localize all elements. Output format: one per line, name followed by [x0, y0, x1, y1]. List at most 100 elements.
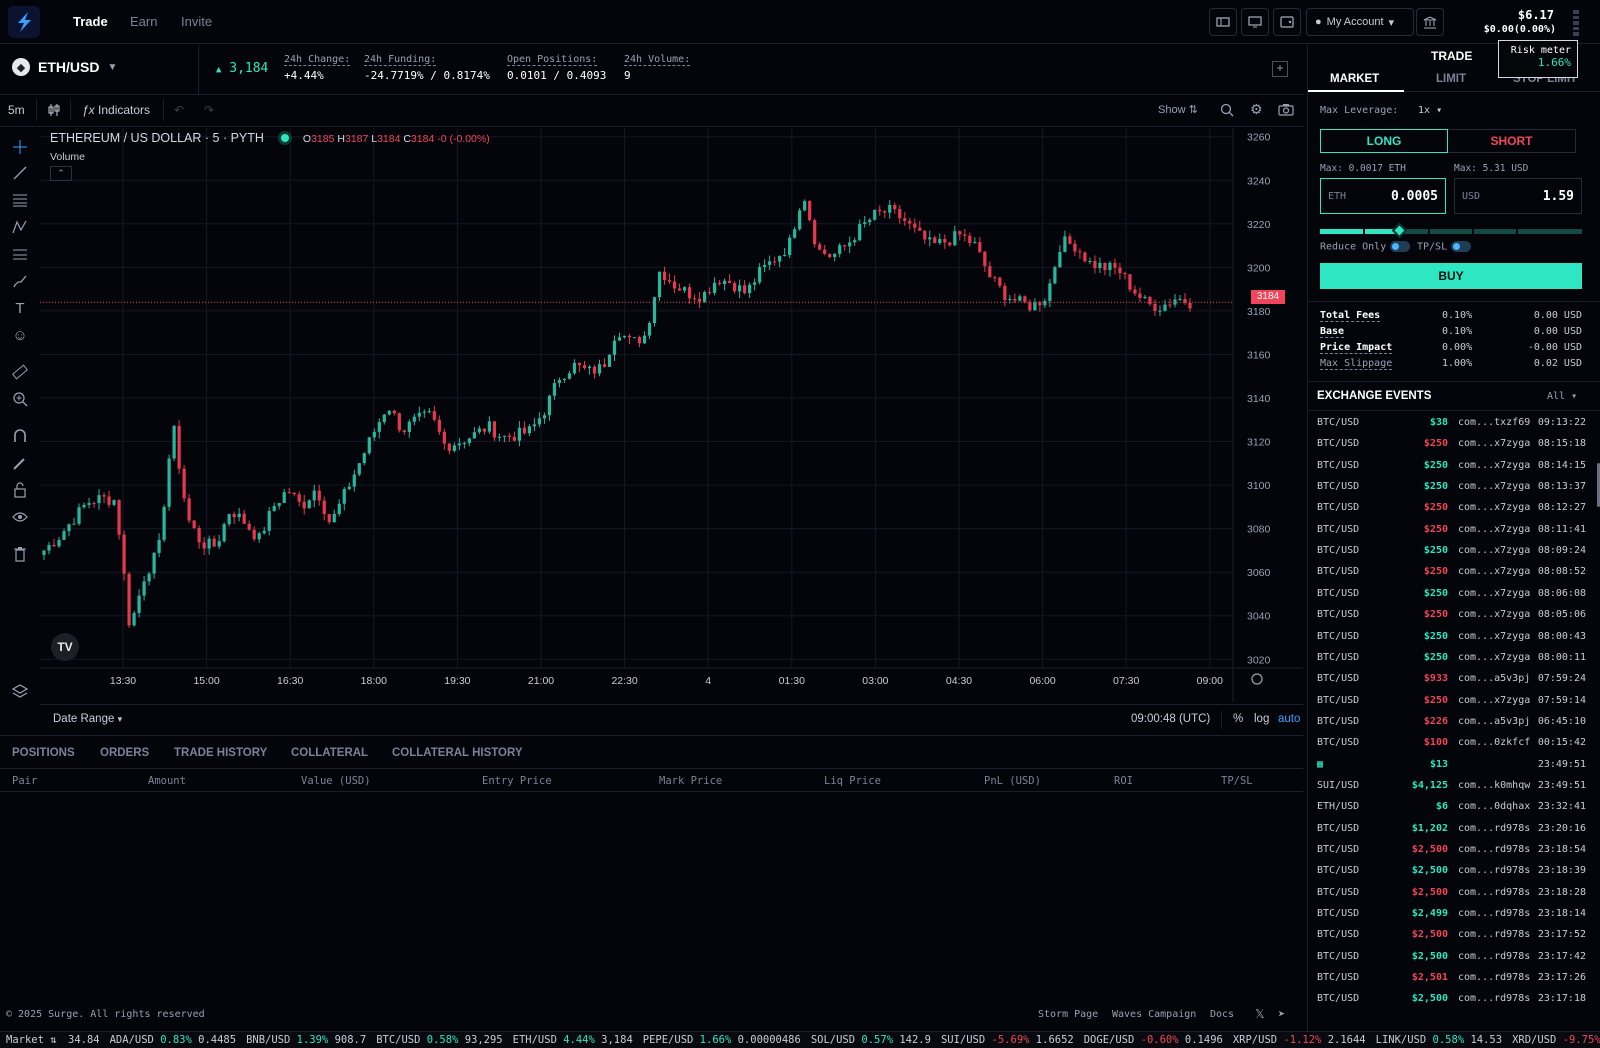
exchange-events-list[interactable]: BTC/USD $38 com...txzf69 09:13:22 BTC/USD $25… — [1308, 413, 1600, 1031]
risk-meter-bars[interactable] — [1573, 10, 1579, 36]
ticker-item[interactable]: XRD/USD -9.75% 0.00189 — [1512, 1034, 1600, 1046]
tradingview-logo-icon[interactable]: TV — [51, 633, 79, 661]
col-pnl[interactable]: PnL (USD) — [984, 775, 1041, 787]
ticker-item[interactable]: DOGE/USD -0.60% 0.1496 — [1084, 1034, 1223, 1046]
event-row[interactable]: ▦ $13 23:49:51 — [1308, 755, 1594, 776]
settings-gear-icon[interactable]: ⚙ — [1250, 101, 1263, 117]
account-dropdown[interactable]: ● My Account ▾ — [1306, 8, 1414, 36]
collapse-legend-icon[interactable]: ⌃ — [50, 166, 72, 181]
toggle-switch-icon[interactable] — [1390, 241, 1411, 252]
footer-link-waves[interactable]: Waves Campaign — [1112, 1009, 1197, 1020]
tab-trade-history[interactable]: TRADE HISTORY — [174, 747, 268, 759]
text-tool-icon[interactable]: T — [15, 299, 25, 317]
camera-icon[interactable] — [1278, 103, 1294, 119]
pencil-lock-icon[interactable] — [9, 452, 31, 474]
ticker-item[interactable]: PEPE/USD 1.66% 0.00000486 — [643, 1034, 801, 1046]
event-row[interactable]: BTC/USD $250 com...x7zyga 08:11:41 — [1308, 520, 1594, 541]
monitor-icon[interactable] — [1241, 8, 1269, 36]
col-amount[interactable]: Amount — [148, 775, 186, 787]
event-row[interactable]: SUI/USD $4,125 com...k0mhqw 23:49:51 — [1308, 776, 1594, 797]
lock-icon[interactable] — [9, 479, 31, 501]
redo-icon[interactable]: ↷ — [204, 103, 215, 117]
auto-scale-toggle[interactable]: auto — [1278, 713, 1301, 725]
event-row[interactable]: BTC/USD $2,500 com...rd978s 23:18:39 — [1308, 861, 1594, 882]
long-button[interactable]: LONG — [1320, 129, 1448, 153]
log-scale-toggle[interactable]: log — [1254, 713, 1270, 725]
reduce-only-toggle[interactable]: Reduce Only — [1320, 241, 1411, 253]
emoji-icon[interactable]: ☺ — [12, 326, 28, 344]
ticker-item[interactable]: LINK/USD 0.58% 14.53 — [1376, 1034, 1502, 1046]
layers-icon[interactable] — [9, 680, 31, 702]
ticker-item[interactable]: XRP/USD -1.12% 2.1644 — [1233, 1034, 1366, 1046]
zoom-in-icon[interactable] — [9, 388, 31, 410]
magnet-icon[interactable] — [9, 425, 31, 447]
event-row[interactable]: BTC/USD $1,202 com...rd978s 23:20:16 — [1308, 819, 1594, 840]
col-liq-price[interactable]: Liq Price — [824, 775, 881, 787]
event-row[interactable]: BTC/USD $250 com...x7zyga 08:00:43 — [1308, 627, 1594, 648]
brush-icon[interactable] — [9, 270, 31, 292]
event-row[interactable]: BTC/USD $250 com...x7zyga 08:06:08 — [1308, 584, 1594, 605]
footer-link-docs[interactable]: Docs — [1210, 1009, 1235, 1020]
tab-collateral-history[interactable]: COLLATERAL HISTORY — [392, 747, 523, 759]
col-entry-price[interactable]: Entry Price — [482, 775, 552, 787]
ticker-item[interactable]: 34.84 — [68, 1034, 100, 1046]
nav-earn[interactable]: Earn — [130, 14, 158, 29]
trash-icon[interactable] — [9, 543, 31, 565]
date-range-button[interactable]: Date Range ▾ — [53, 713, 122, 725]
tab-limit[interactable]: LIMIT — [1436, 73, 1467, 85]
event-row[interactable]: BTC/USD $250 com...x7zyga 08:15:18 — [1308, 434, 1594, 455]
event-row[interactable]: BTC/USD $250 com...x7zyga 08:09:24 — [1308, 541, 1594, 562]
tab-collateral[interactable]: COLLATERAL — [291, 747, 369, 759]
col-value[interactable]: Value (USD) — [301, 775, 371, 787]
event-row[interactable]: BTC/USD $250 com...x7zyga 07:59:14 — [1308, 691, 1594, 712]
col-mark-price[interactable]: Mark Price — [659, 775, 723, 787]
ticker-item[interactable]: SOL/USD 0.57% 142.9 — [811, 1034, 931, 1046]
eth-amount-field[interactable]: ETH 0.0005 — [1320, 178, 1446, 214]
pair-selector[interactable]: ◆ ETH/USD ▼ — [12, 58, 117, 76]
fib-icon[interactable] — [9, 243, 31, 265]
x-twitter-icon[interactable]: 𝕏 — [1255, 1007, 1265, 1021]
tab-positions[interactable]: POSITIONS — [12, 747, 75, 759]
ticker-item[interactable]: BTC/USD 0.58% 93,295 — [376, 1034, 502, 1046]
trend-line-icon[interactable] — [9, 162, 31, 184]
footer-link-storm[interactable]: Storm Page — [1038, 1009, 1099, 1020]
event-row[interactable]: BTC/USD $2,500 com...rd978s 23:18:28 — [1308, 883, 1594, 904]
event-row[interactable]: BTC/USD $250 com...x7zyga 08:00:11 — [1308, 648, 1594, 669]
pattern-icon[interactable] — [9, 216, 31, 238]
indicators-button[interactable]: ƒx Indicators — [82, 103, 150, 117]
max-leverage-select[interactable]: 1x ▾ — [1418, 105, 1442, 116]
horizontal-lines-icon[interactable] — [9, 189, 31, 211]
event-row[interactable]: BTC/USD $933 com...a5v3pj 07:59:24 — [1308, 669, 1594, 690]
event-row[interactable]: BTC/USD $2,499 com...rd978s 23:18:14 — [1308, 904, 1594, 925]
events-filter[interactable]: All ▾ — [1547, 391, 1577, 402]
ticker-item[interactable]: BNB/USD 1.39% 908.7 — [246, 1034, 366, 1046]
fee-label[interactable]: Max Slippage — [1320, 358, 1393, 370]
ticker-item[interactable]: ETH/USD 4.44% 3,184 — [513, 1034, 633, 1046]
event-row[interactable]: BTC/USD $2,500 com...rd978s 23:17:52 — [1308, 925, 1594, 946]
event-row[interactable]: BTC/USD $226 com...a5v3pj 06:45:10 — [1308, 712, 1594, 733]
crosshair-icon[interactable] — [9, 136, 31, 158]
col-pair[interactable]: Pair — [12, 775, 38, 787]
event-row[interactable]: BTC/USD $2,500 com...rd978s 23:17:18 — [1308, 989, 1594, 1010]
show-toggle[interactable]: Show ⇅ — [1158, 103, 1198, 116]
event-row[interactable]: ETH/USD $6 com...0dqhax 23:32:41 — [1308, 797, 1594, 818]
ticker-item[interactable]: ADA/USD 0.83% 0.4485 — [110, 1034, 236, 1046]
tab-orders[interactable]: ORDERS — [100, 747, 150, 759]
size-slider-handle[interactable] — [1391, 222, 1407, 239]
event-row[interactable]: BTC/USD $2,500 com...rd978s 23:18:54 — [1308, 840, 1594, 861]
usd-amount-field[interactable]: USD 1.59 — [1454, 178, 1582, 214]
event-row[interactable]: BTC/USD $2,500 com...rd978s 23:17:42 — [1308, 947, 1594, 968]
market-label[interactable]: Market ⇅ — [6, 1034, 57, 1046]
col-tpsl[interactable]: TP/SL — [1221, 775, 1253, 787]
event-row[interactable]: BTC/USD $250 com...x7zyga 08:13:37 — [1308, 477, 1594, 498]
event-row[interactable]: BTC/USD $100 com...0zkfcf 00:15:42 — [1308, 733, 1594, 754]
interval-button[interactable]: 5m — [8, 103, 25, 117]
quick-search-icon[interactable] — [1220, 103, 1234, 120]
toggle-switch-icon[interactable] — [1451, 241, 1472, 252]
short-button[interactable]: SHORT — [1448, 129, 1576, 153]
nav-trade[interactable]: Trade — [73, 14, 108, 29]
event-row[interactable]: BTC/USD $250 com...x7zyga 08:14:15 — [1308, 456, 1594, 477]
undo-icon[interactable]: ↶ — [174, 103, 185, 117]
size-slider[interactable] — [1320, 222, 1582, 239]
ticker-item[interactable]: SUI/USD -5.69% 1.6652 — [941, 1034, 1074, 1046]
